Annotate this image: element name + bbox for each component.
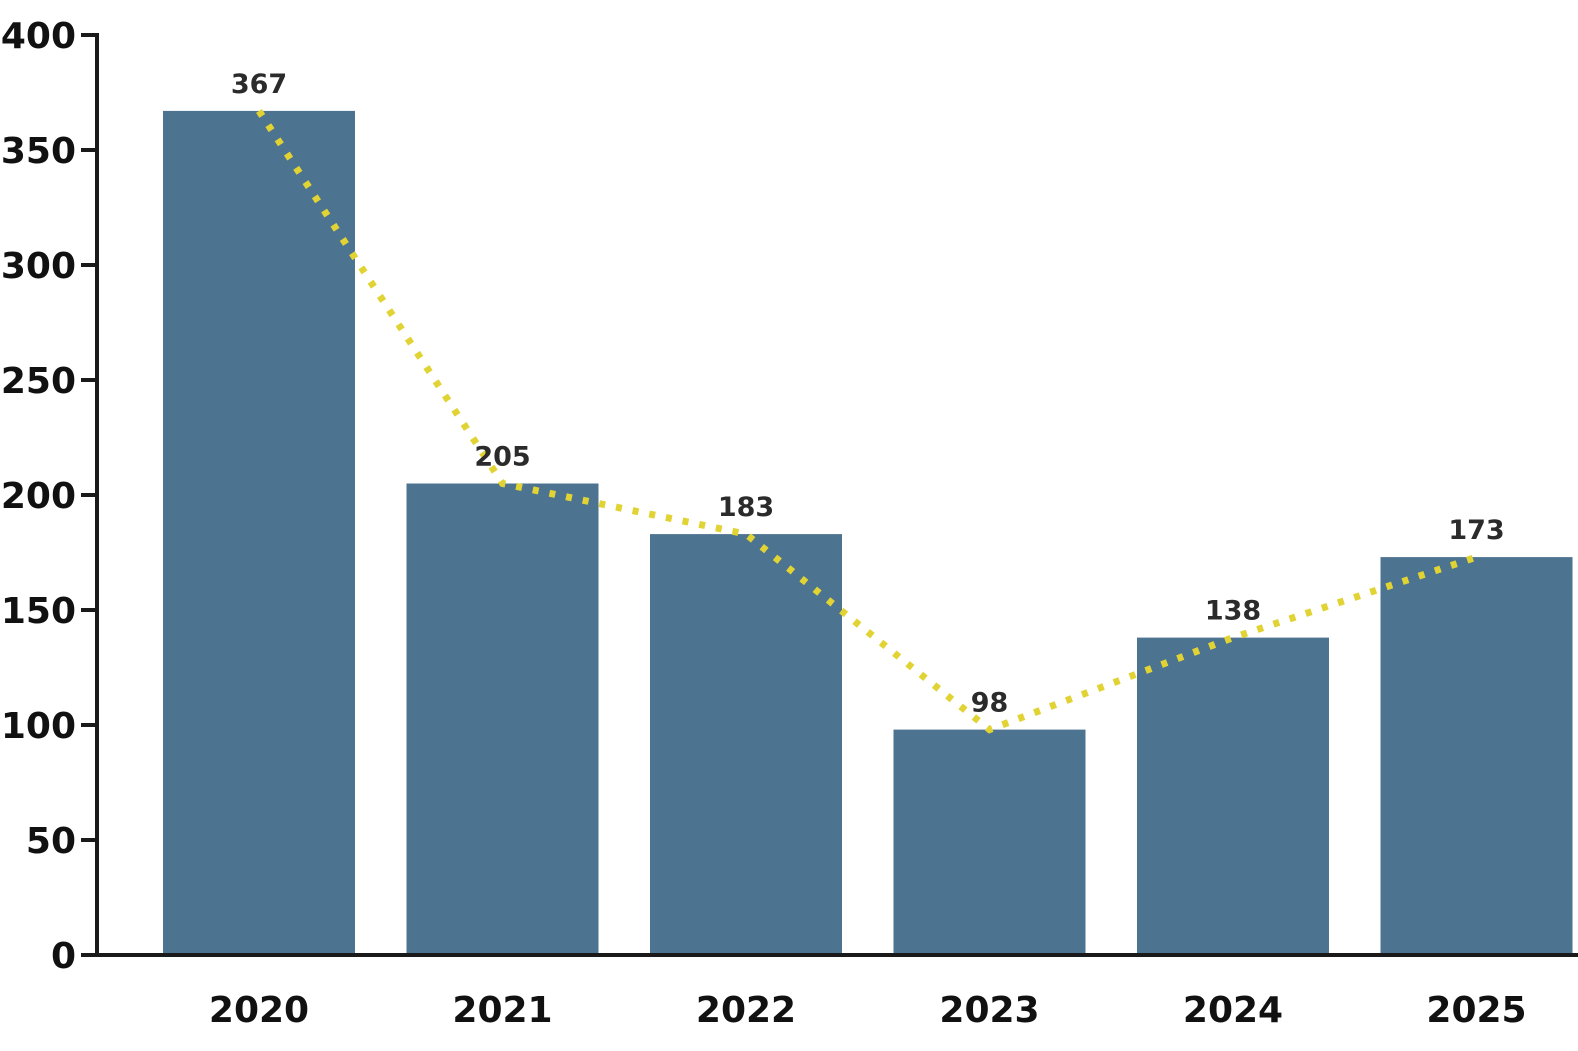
x-axis-tick-label: 2023	[939, 990, 1039, 1031]
tick-labels-group: 0 50 100 150 200 250 300 350 400 2020 2021 2022 2023…	[1, 16, 1527, 1031]
y-axis-tick-label: 200	[1, 476, 76, 517]
bar-value-label: 183	[718, 492, 774, 523]
y-axis-tick-label: 300	[1, 246, 76, 287]
trend-line	[256, 108, 1478, 734]
y-axis-tick-label: 250	[1, 361, 76, 402]
bar-value-label: 367	[231, 69, 287, 100]
bar-value-label: 205	[474, 442, 530, 473]
value-labels-group: 367 205 183 98 138 173	[231, 69, 1505, 719]
bar-value-label: 138	[1205, 596, 1261, 627]
x-axis-tick-label: 2021	[452, 990, 552, 1031]
y-axis-tick-label: 50	[26, 821, 76, 862]
bar-2022	[650, 534, 842, 955]
bar-value-label: 173	[1448, 515, 1504, 546]
bar-value-label: 98	[971, 688, 1009, 719]
y-axis-tick-label: 350	[1, 131, 76, 172]
bar-2025	[1380, 557, 1573, 955]
bar-2021	[406, 483, 599, 955]
x-axis-tick-label: 2025	[1426, 990, 1526, 1031]
y-axis-tick-label: 150	[1, 591, 76, 632]
y-axis-tick-label: 400	[1, 16, 76, 57]
bar-2024	[1137, 637, 1329, 955]
x-axis-tick-label: 2022	[696, 990, 796, 1031]
trend-line-group	[256, 108, 1478, 734]
bars-group	[163, 110, 1573, 955]
bar-2023	[893, 729, 1086, 955]
y-axis-tick-label: 0	[51, 936, 76, 977]
axes-group	[81, 33, 1578, 957]
x-axis-tick-label: 2024	[1183, 990, 1283, 1031]
y-axis-tick-label: 100	[1, 706, 76, 747]
x-axis-tick-label: 2020	[209, 990, 309, 1031]
bar-2020	[163, 110, 355, 955]
